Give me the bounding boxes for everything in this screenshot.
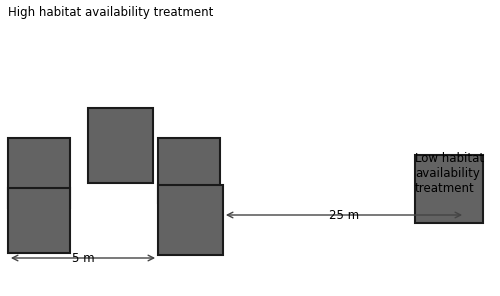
- Bar: [415, 155, 483, 223]
- Text: 5 m: 5 m: [72, 252, 94, 265]
- Bar: [8, 188, 70, 253]
- Text: Low habitat
availability
treatment: Low habitat availability treatment: [415, 152, 484, 195]
- Bar: [88, 108, 153, 183]
- Text: High habitat availability treatment: High habitat availability treatment: [8, 6, 214, 19]
- Bar: [158, 185, 223, 255]
- Bar: [158, 138, 220, 203]
- Text: 25 m: 25 m: [329, 209, 359, 222]
- Bar: [8, 138, 70, 208]
